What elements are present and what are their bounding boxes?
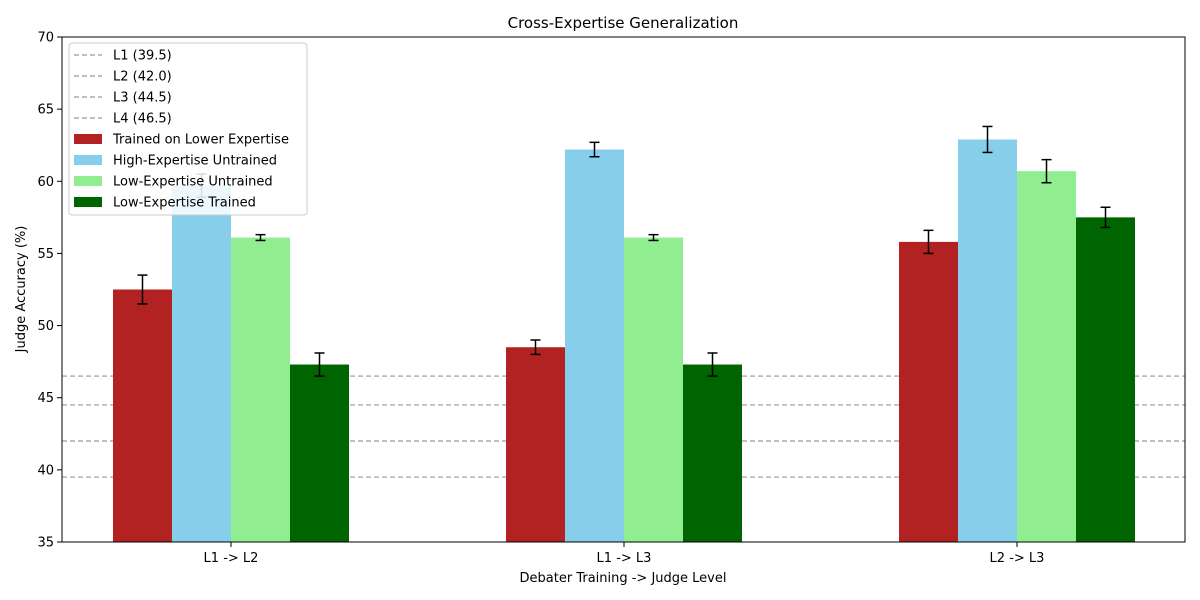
y-axis-label: Judge Accuracy (%) xyxy=(14,226,29,354)
x-tick-label-3: L2 -> L3 xyxy=(990,551,1045,566)
y-tick-label-5: 55 xyxy=(37,247,54,262)
y-axis: 35 40 45 50 55 60 65 70 xyxy=(37,31,62,551)
y-tick-label-6: 60 xyxy=(37,175,54,190)
bar-4-1 xyxy=(290,364,349,542)
bar-1-3 xyxy=(899,241,958,542)
legend-swatch-7 xyxy=(74,176,102,186)
bar-4-3 xyxy=(1076,217,1135,542)
legend-label-5: Trained on Lower Expertise xyxy=(112,133,289,148)
y-tick-label-1: 35 xyxy=(37,536,54,551)
legend-label-7: Low-Expertise Untrained xyxy=(113,175,273,190)
bar-1-2 xyxy=(506,347,565,542)
y-tick-label-3: 45 xyxy=(37,391,54,406)
bars-group xyxy=(113,139,1135,543)
legend-label-2: L2 (42.0) xyxy=(113,70,172,85)
y-tick-label-4: 50 xyxy=(37,319,54,334)
bar-3-3 xyxy=(1017,171,1076,542)
bar-3-2 xyxy=(624,237,683,543)
bar-2-3 xyxy=(958,139,1017,542)
legend-swatch-6 xyxy=(74,155,102,165)
y-tick-label-8: 70 xyxy=(37,31,54,46)
y-tick-label-2: 40 xyxy=(37,463,54,478)
plot-frame xyxy=(61,36,1186,543)
x-axis: L1 -> L2 L1 -> L3 L2 -> L3 xyxy=(204,542,1045,566)
x-tick-label-2: L1 -> L3 xyxy=(597,551,652,566)
x-axis-label: Debater Training -> Judge Level xyxy=(520,571,727,586)
x-tick-label-1: L1 -> L2 xyxy=(204,551,259,566)
legend-swatch-8 xyxy=(74,197,102,207)
legend-label-8: Low-Expertise Trained xyxy=(113,196,256,211)
bar-4-2 xyxy=(683,364,742,542)
legend-label-1: L1 (39.5) xyxy=(113,49,172,64)
bar-3-1 xyxy=(231,237,290,543)
bar-2-1 xyxy=(172,185,231,542)
legend-label-4: L4 (46.5) xyxy=(113,112,172,127)
bar-1-1 xyxy=(113,289,172,542)
bar-2-2 xyxy=(565,149,624,543)
legend-label-6: High-Expertise Untrained xyxy=(113,154,277,169)
legend-swatch-5 xyxy=(74,134,102,144)
y-tick-label-7: 65 xyxy=(37,103,54,118)
legend-box xyxy=(68,42,308,216)
legend: L1 (39.5) L2 (42.0) L3 (44.5) L4 (46.5) Trai… xyxy=(68,42,308,216)
chart-title: Cross-Expertise Generalization xyxy=(508,14,739,32)
legend-label-3: L3 (44.5) xyxy=(113,91,172,106)
